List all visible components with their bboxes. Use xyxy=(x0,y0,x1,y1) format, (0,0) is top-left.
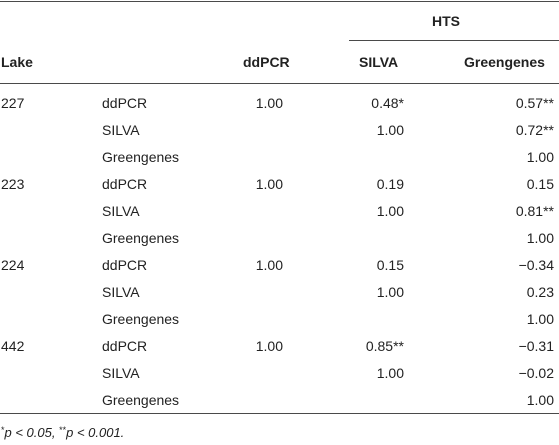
header-lake: Lake xyxy=(1,54,33,70)
cell-method: ddPCR xyxy=(102,338,148,354)
cell-method: ddPCR xyxy=(102,176,148,192)
cell-lake: 223 xyxy=(1,176,25,192)
cell-greengenes: −0.34 xyxy=(518,257,554,273)
cell-greengenes: 0.81** xyxy=(515,203,554,219)
hts-label: HTS xyxy=(432,13,460,29)
cell-greengenes: 0.23 xyxy=(526,284,554,300)
header-greengenes: Greengenes xyxy=(464,54,545,70)
cell-silva: 1.00 xyxy=(376,203,404,219)
cell-greengenes: 0.57** xyxy=(515,95,554,111)
table-top-rule xyxy=(0,1,559,2)
cell-greengenes: 1.00 xyxy=(526,392,554,408)
cell-lake: 224 xyxy=(1,257,25,273)
cell-silva: 1.00 xyxy=(376,284,404,300)
cell-method: Greengenes xyxy=(102,392,180,408)
cell-silva: 0.85** xyxy=(365,338,404,354)
cell-greengenes: 0.72** xyxy=(515,122,554,138)
cell-greengenes: −0.02 xyxy=(518,365,554,381)
cell-ddpcr: 1.00 xyxy=(255,338,283,354)
cell-ddpcr: 1.00 xyxy=(255,176,283,192)
cell-method: Greengenes xyxy=(102,230,180,246)
cell-method: ddPCR xyxy=(102,95,148,111)
header-silva: SILVA xyxy=(359,54,399,70)
cell-greengenes: 1.00 xyxy=(526,149,554,165)
cell-greengenes: 0.15 xyxy=(526,176,554,192)
cell-method: SILVA xyxy=(102,284,140,300)
footnote-symbol-2: ** xyxy=(59,425,67,435)
cell-method: ddPCR xyxy=(102,257,148,273)
cell-method: Greengenes xyxy=(102,311,180,327)
hts-group-rule xyxy=(349,40,559,41)
table-footnote: *p < 0.05, **p < 0.001. xyxy=(1,425,124,440)
cell-lake: 227 xyxy=(1,95,25,111)
cell-method: SILVA xyxy=(102,122,140,138)
table-bottom-rule xyxy=(0,413,559,414)
cell-silva: 0.19 xyxy=(376,176,404,192)
cell-greengenes: −0.31 xyxy=(518,338,554,354)
footnote-symbol-1: * xyxy=(1,425,5,435)
cell-greengenes: 1.00 xyxy=(526,311,554,327)
cell-silva: 0.15 xyxy=(376,257,404,273)
header-hts-group: HTS xyxy=(386,13,506,29)
footnote-text-2: p < 0.001. xyxy=(66,425,125,440)
header-ddpcr: ddPCR xyxy=(243,54,290,70)
cell-greengenes: 1.00 xyxy=(526,230,554,246)
footnote-text-1: p < 0.05, xyxy=(4,425,60,440)
cell-silva: 1.00 xyxy=(376,122,404,138)
cell-method: SILVA xyxy=(102,365,140,381)
cell-silva: 1.00 xyxy=(376,365,404,381)
cell-method: Greengenes xyxy=(102,149,180,165)
cell-lake: 442 xyxy=(1,338,25,354)
cell-ddpcr: 1.00 xyxy=(255,95,283,111)
cell-method: SILVA xyxy=(102,203,140,219)
cell-ddpcr: 1.00 xyxy=(255,257,283,273)
header-bottom-rule xyxy=(0,83,559,84)
cell-silva: 0.48* xyxy=(371,95,404,111)
